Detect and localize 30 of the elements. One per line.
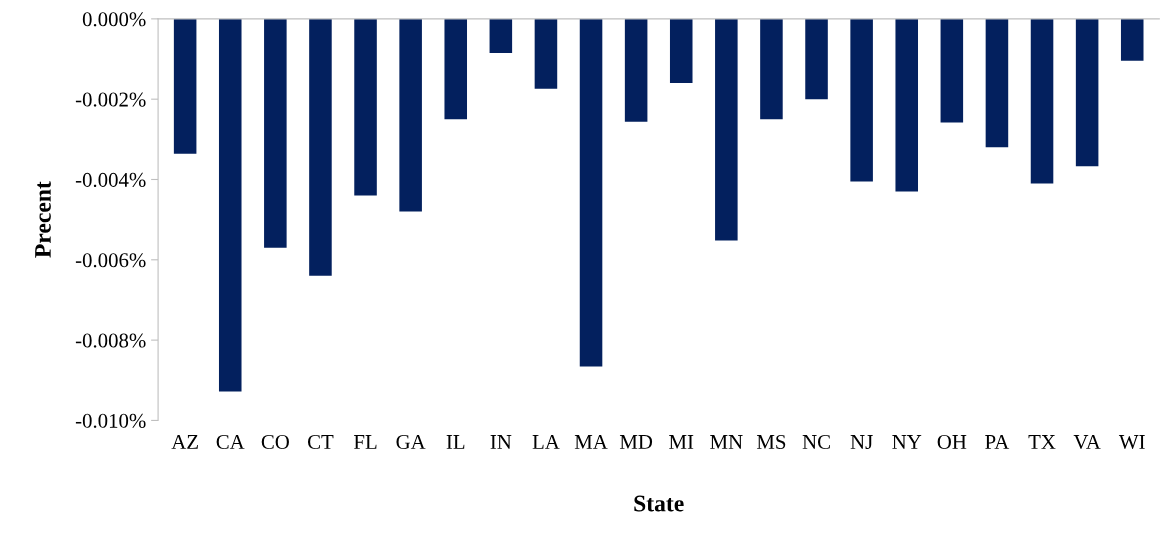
x-tick-label: CA: [216, 434, 245, 449]
x-tick-label: PA: [985, 435, 1010, 449]
x-tick-label: AZ: [171, 435, 198, 449]
x-tick-label: LA: [532, 435, 560, 449]
x-tick-label: NJ: [850, 435, 873, 449]
x-tick-label: NC: [802, 434, 830, 449]
x-tick-label: MI: [669, 435, 694, 449]
x-tick-label: MA: [574, 435, 608, 449]
x-tick-label: IL: [446, 435, 465, 449]
y-tick-label: -0.006%: [75, 253, 146, 268]
y-tick-label: -0.010%: [75, 413, 146, 428]
x-tick-label: MD: [619, 435, 653, 449]
x-tick-label: FL: [353, 435, 377, 449]
x-tick-label: TX: [1028, 435, 1056, 449]
x-axis-title: State: [634, 495, 684, 512]
y-tick-label: -0.008%: [75, 333, 146, 348]
x-tick-label: MS: [756, 434, 786, 449]
y-tick-label: 0.000%: [82, 12, 146, 27]
x-tick-label: IN: [490, 435, 512, 449]
x-tick-label: CT: [307, 434, 334, 449]
y-tick-label: -0.004%: [75, 172, 146, 188]
x-tick-label: GA: [396, 434, 426, 449]
x-tick-label: CO: [261, 434, 289, 449]
x-tick-label: VA: [1073, 435, 1101, 450]
x-tick-label: OH: [937, 434, 967, 449]
y-axis-title: Precent: [35, 181, 51, 258]
y-tick-label: -0.002%: [75, 92, 146, 107]
x-tick-label: WI: [1118, 435, 1145, 450]
x-tick-label: MN: [710, 435, 743, 449]
x-tick-label: NY: [892, 435, 922, 449]
